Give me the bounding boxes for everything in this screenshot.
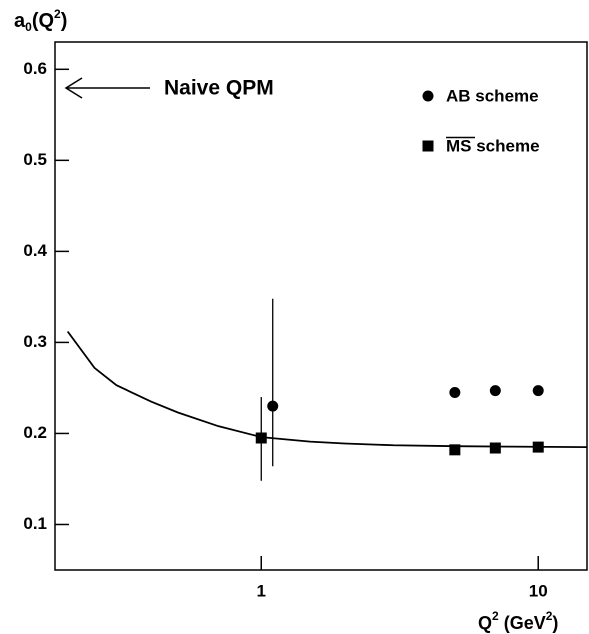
y-tick-label: 0.6 [23, 59, 47, 78]
y-label-part: ) [61, 10, 68, 32]
data-point [489, 385, 501, 397]
annotation-arrow [64, 77, 150, 99]
y-label-part: a [14, 10, 26, 32]
legend-label: MS scheme [446, 136, 540, 155]
data-point [255, 432, 267, 444]
y-axis-label: a0(Q2) [14, 7, 67, 34]
legend-marker [422, 90, 434, 102]
y-tick-label: 0.2 [23, 423, 47, 442]
data-point [489, 442, 501, 454]
data-point [449, 444, 461, 456]
y-label-part: (Q [32, 10, 54, 32]
data-point [267, 400, 279, 412]
y-label-sub: 0 [25, 20, 32, 34]
plot-frame [54, 41, 588, 571]
x-label-part: ) [552, 613, 558, 633]
x-axis-label: Q2 (GeV2) [478, 609, 558, 633]
theory-curve [66, 330, 588, 449]
annotation: Naive QPM [164, 77, 274, 100]
x-tick-label: 1 [257, 581, 266, 600]
x-label-sup: 2 [546, 609, 553, 623]
data-point [532, 385, 544, 397]
y-tick-label: 0.3 [23, 332, 47, 351]
y-tick-label: 0.1 [23, 514, 47, 533]
x-tick-label: 10 [529, 581, 548, 600]
x-label-part: (GeV [499, 613, 546, 633]
y-label-sup: 2 [54, 7, 61, 21]
y-tick-label: 0.5 [23, 150, 47, 169]
x-label-sup: 2 [492, 609, 499, 623]
legend-marker [422, 140, 434, 152]
y-tick-label: 0.4 [23, 241, 47, 260]
data-point [449, 386, 461, 398]
legend-label: AB scheme [446, 86, 539, 105]
x-label-part: Q [478, 613, 492, 633]
data-point [532, 441, 544, 453]
